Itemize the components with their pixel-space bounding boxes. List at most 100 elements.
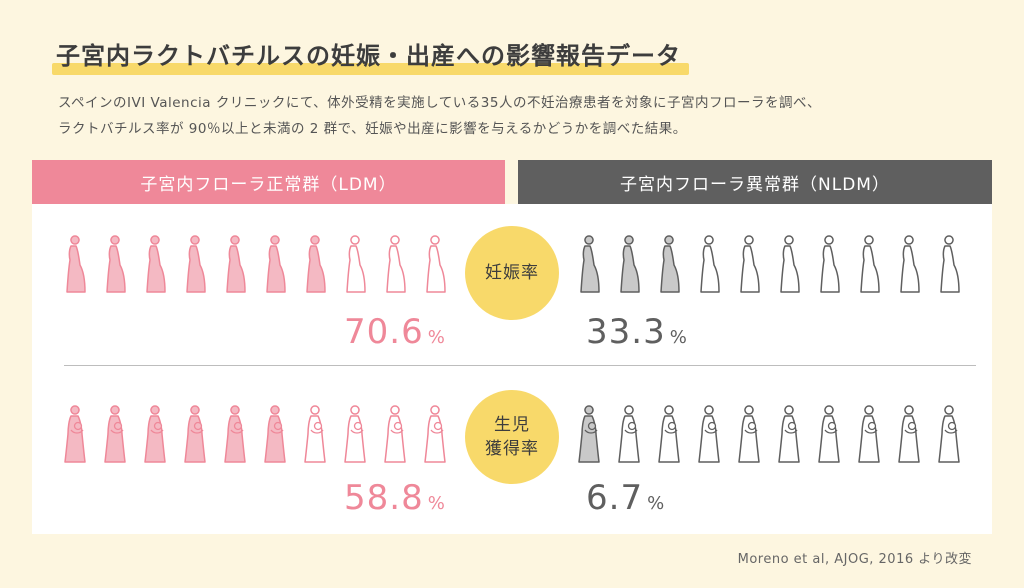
baby-head-shape (787, 421, 797, 431)
holding-arm-shape (664, 429, 678, 434)
pregnant-woman-icon (732, 232, 766, 298)
birth-ldm-number: 58.8 (344, 478, 424, 518)
figure-shape (580, 235, 600, 293)
percent-unit: % (427, 493, 446, 514)
holding-arm-shape (70, 429, 84, 434)
mother-baby-icon (218, 402, 252, 468)
nldm-group-header: 子宮内フローラ異常群（NLDM） (518, 160, 992, 204)
holding-arm-shape (230, 429, 244, 434)
figure-shape (264, 405, 286, 463)
baby-head-shape (273, 421, 283, 431)
mother-baby-icon (58, 402, 92, 468)
baby-head-shape (353, 421, 363, 431)
figure-shape (860, 235, 880, 293)
birth-ldm-value: 58.8% (344, 478, 446, 518)
figure-shape (820, 235, 840, 293)
baby-head-shape (113, 421, 123, 431)
holding-arm-shape (270, 429, 284, 434)
mother-baby-icon (652, 402, 686, 468)
baby-head-shape (393, 421, 403, 431)
baby-head-shape (153, 421, 163, 431)
birth-nldm-number: 6.7 (586, 478, 644, 518)
figure-shape (304, 405, 326, 463)
figure-shape (698, 405, 720, 463)
holding-arm-shape (390, 429, 404, 434)
mother-baby-icon (772, 402, 806, 468)
baby-head-shape (233, 421, 243, 431)
pregnant-woman-icon (932, 232, 966, 298)
figure-shape (858, 405, 880, 463)
holding-arm-shape (744, 429, 758, 434)
figure-shape (184, 405, 206, 463)
mother-baby-icon (932, 402, 966, 468)
baby-head-shape (587, 421, 597, 431)
pregnant-woman-icon (612, 232, 646, 298)
mother-baby-icon (378, 402, 412, 468)
holding-arm-shape (584, 429, 598, 434)
figure-shape (346, 235, 366, 293)
birth-ldm-icons (58, 402, 452, 468)
holding-arm-shape (110, 429, 124, 434)
pregnancy-ldm-number: 70.6 (344, 312, 424, 352)
live-birth-rate-label-1: 生児 (494, 415, 530, 435)
pregnant-woman-icon (652, 232, 686, 298)
pregnancy-nldm-icons (572, 232, 966, 298)
description-line-1: スペインのIVI Valencia クリニックにて、体外受精を実施している35人… (58, 95, 821, 111)
mother-baby-icon (418, 402, 452, 468)
figure-shape (266, 235, 286, 293)
pregnant-woman-icon (218, 232, 252, 298)
holding-arm-shape (944, 429, 958, 434)
figure-shape (898, 405, 920, 463)
holding-arm-shape (624, 429, 638, 434)
figure-shape (660, 235, 680, 293)
figure-shape (938, 405, 960, 463)
description-line-2: ラクトバチルス率が 90％以上と未満の 2 群で、妊娠や出産に影響を与えるかどう… (58, 121, 687, 137)
mother-baby-icon (258, 402, 292, 468)
description: スペインのIVI Valencia クリニックにて、体外受精を実施している35人… (58, 90, 988, 142)
mother-baby-icon (692, 402, 726, 468)
row-divider (64, 365, 976, 366)
figure-shape (658, 405, 680, 463)
pregnant-woman-icon (58, 232, 92, 298)
figure-shape (700, 235, 720, 293)
figure-shape (818, 405, 840, 463)
pregnancy-rate-badge: 妊娠率 (465, 226, 559, 320)
holding-arm-shape (150, 429, 164, 434)
figure-shape (738, 405, 760, 463)
page-title: 子宮内ラクトバチルスの妊娠・出産への影響報告データ (56, 42, 681, 70)
holding-arm-shape (904, 429, 918, 434)
mother-baby-icon (612, 402, 646, 468)
figure-shape (64, 405, 86, 463)
pregnant-woman-icon (418, 232, 452, 298)
pregnancy-nldm-value: 33.3% (586, 312, 688, 352)
pregnant-woman-icon (258, 232, 292, 298)
pregnant-woman-icon (572, 232, 606, 298)
pregnant-woman-icon (138, 232, 172, 298)
holding-arm-shape (824, 429, 838, 434)
baby-head-shape (747, 421, 757, 431)
figure-shape (344, 405, 366, 463)
baby-head-shape (627, 421, 637, 431)
figure-shape (384, 405, 406, 463)
figure-shape (424, 405, 446, 463)
holding-arm-shape (350, 429, 364, 434)
mother-baby-icon (338, 402, 372, 468)
figure-shape (106, 235, 126, 293)
holding-arm-shape (864, 429, 878, 434)
holding-arm-shape (430, 429, 444, 434)
figure-shape (66, 235, 86, 293)
pregnancy-ldm-value: 70.6% (344, 312, 446, 352)
pregnant-woman-icon (812, 232, 846, 298)
baby-head-shape (433, 421, 443, 431)
figure-shape (224, 405, 246, 463)
mother-baby-icon (732, 402, 766, 468)
mother-baby-icon (852, 402, 886, 468)
figure-shape (146, 235, 166, 293)
baby-head-shape (907, 421, 917, 431)
baby-head-shape (947, 421, 957, 431)
mother-baby-icon (298, 402, 332, 468)
holding-arm-shape (784, 429, 798, 434)
figure-shape (386, 235, 406, 293)
holding-arm-shape (704, 429, 718, 434)
live-birth-rate-label-2: 獲得率 (485, 439, 539, 459)
